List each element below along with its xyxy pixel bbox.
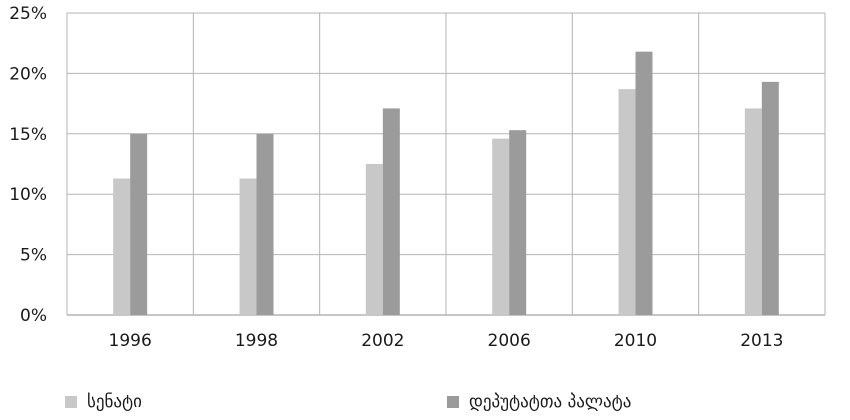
bar-chamber-of-deputies-1998 bbox=[256, 133, 274, 315]
bar-senate-1998 bbox=[239, 178, 257, 315]
y-tick-label: 20% bbox=[9, 64, 47, 84]
legend-label-senate: სენატი bbox=[87, 392, 142, 412]
y-tick-label: 15% bbox=[9, 125, 47, 145]
x-tick-label: 1996 bbox=[109, 331, 152, 351]
bar-senate-2002 bbox=[365, 164, 383, 315]
y-tick-label: 0% bbox=[20, 306, 47, 326]
bar-chamber-of-deputies-2010 bbox=[635, 51, 653, 315]
x-tick-label: 1998 bbox=[235, 331, 278, 351]
bars-group bbox=[113, 51, 779, 315]
bar-chamber-of-deputies-2013 bbox=[761, 81, 779, 315]
legend-swatch-chamber-of-deputies bbox=[447, 396, 459, 408]
legend-item-senate: სენატი bbox=[65, 392, 142, 412]
bar-chamber-of-deputies-2006 bbox=[509, 130, 527, 315]
y-tick-label: 10% bbox=[9, 185, 47, 205]
bar-senate-2010 bbox=[618, 89, 636, 315]
bar-chamber-of-deputies-1996 bbox=[130, 133, 148, 315]
x-tick-label: 2010 bbox=[614, 331, 657, 351]
y-tick-label: 25% bbox=[9, 4, 47, 24]
x-tick-label: 2013 bbox=[740, 331, 783, 351]
y-axis-tick-labels: 0% 5% 10% 15% 20% 25% bbox=[9, 4, 47, 326]
x-axis-tick-labels: 1996 1998 2002 2006 2010 2013 bbox=[109, 331, 784, 351]
gridlines bbox=[66, 12, 826, 316]
bar-senate-2006 bbox=[492, 138, 510, 315]
legend-label-chamber-of-deputies: დეპუტატთა პალატა bbox=[469, 392, 632, 412]
bar-senate-2013 bbox=[744, 108, 762, 315]
x-tick-label: 2006 bbox=[488, 331, 531, 351]
legend-swatch-senate bbox=[65, 396, 77, 408]
y-tick-label: 5% bbox=[20, 246, 47, 266]
bar-chart: 0% 5% 10% 15% 20% 25% 1996 1998 2002 2006 2010 201… bbox=[9, 4, 826, 351]
x-tick-label: 2002 bbox=[361, 331, 404, 351]
legend-item-chamber-of-deputies: დეპუტატთა პალატა bbox=[447, 392, 631, 412]
bar-chamber-of-deputies-2002 bbox=[382, 108, 400, 315]
bar-senate-1996 bbox=[113, 178, 131, 315]
